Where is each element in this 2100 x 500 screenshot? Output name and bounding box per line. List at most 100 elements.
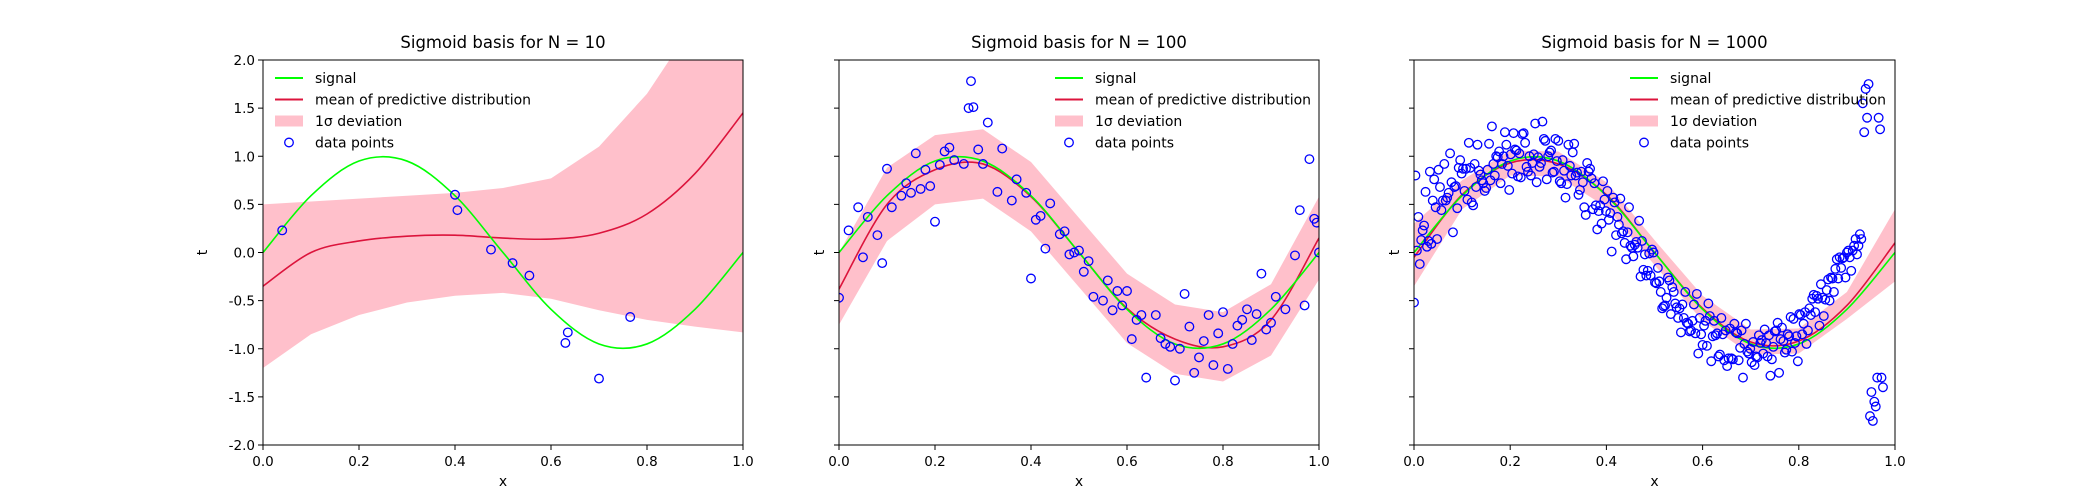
data-point xyxy=(1208,360,1219,371)
data-point xyxy=(1098,295,1108,306)
legend-band-swatch xyxy=(1055,115,1083,127)
data-point xyxy=(1520,137,1531,148)
y-tick-label: -2.0 xyxy=(229,438,255,454)
data-point xyxy=(882,163,892,174)
data-point xyxy=(1495,178,1506,189)
data-point xyxy=(1021,187,1032,198)
data-point xyxy=(1515,172,1526,183)
chart-panel-2: 0.0 0.2 0.4 0.6 0.8 1.0 Sigmoid basis for N = … xyxy=(812,33,1330,490)
data-point xyxy=(1572,167,1583,178)
data-point xyxy=(1026,273,1036,284)
data-point xyxy=(1890,0,1899,4)
data-point xyxy=(1638,264,1649,275)
data-point xyxy=(1563,139,1574,150)
data-point xyxy=(1857,98,1868,109)
x-tick-label: 1.0 xyxy=(732,454,753,470)
data-point xyxy=(1784,331,1795,342)
data-point xyxy=(1112,286,1123,296)
data-point xyxy=(1184,321,1195,332)
x-axis-label: x xyxy=(1650,474,1658,490)
data-point xyxy=(1074,245,1084,256)
data-point xyxy=(1136,310,1147,321)
legend-label: 1σ deviation xyxy=(315,114,402,130)
data-point xyxy=(594,373,604,384)
data-point xyxy=(1251,309,1262,320)
data-point xyxy=(853,202,864,213)
legend-label: data points xyxy=(1095,136,1174,152)
data-point xyxy=(1414,297,1419,308)
x-tick-label: 0.0 xyxy=(1403,454,1424,470)
legend-label: 1σ deviation xyxy=(1095,114,1182,130)
data-point xyxy=(1468,200,1479,211)
data-point xyxy=(1482,0,1491,4)
data-point xyxy=(1430,202,1441,213)
data-point xyxy=(1650,277,1660,288)
data-points xyxy=(1414,0,1899,426)
data-point xyxy=(1453,162,1464,173)
data-point xyxy=(1538,133,1549,144)
data-point xyxy=(973,144,984,155)
data-point xyxy=(997,143,1008,154)
data-point xyxy=(1160,338,1171,349)
legend: signal mean of predictive distribution 1σ … xyxy=(1630,71,1886,152)
x-tick-label: 0.6 xyxy=(540,454,561,470)
data-point xyxy=(1469,158,1480,169)
data-point xyxy=(1882,0,1891,4)
data-point xyxy=(1439,158,1450,169)
data-point xyxy=(1738,372,1748,383)
data-point xyxy=(1819,0,1828,4)
data-point xyxy=(1840,272,1851,283)
data-point xyxy=(1489,170,1500,181)
data-point xyxy=(1761,0,1770,4)
x-tick-label: 0.0 xyxy=(252,454,273,470)
data-point xyxy=(1651,278,1662,289)
data-point xyxy=(915,184,926,194)
chart-title: Sigmoid basis for N = 10 xyxy=(400,33,605,52)
data-point xyxy=(1693,348,1704,359)
data-point xyxy=(524,270,535,281)
data-point xyxy=(1553,135,1564,146)
data-point xyxy=(1126,334,1137,345)
data-point xyxy=(1449,182,1460,193)
data-point xyxy=(1774,367,1785,378)
data-point xyxy=(1690,328,1701,339)
data-point xyxy=(1448,227,1458,238)
data-point xyxy=(1684,326,1695,337)
data-point xyxy=(1416,235,1427,245)
data-point xyxy=(1794,309,1805,320)
y-axis-label: t xyxy=(195,249,211,255)
data-point xyxy=(1530,0,1539,4)
data-point xyxy=(1550,133,1561,144)
data-point xyxy=(486,244,496,255)
data-point xyxy=(1011,174,1022,185)
chart-title: Sigmoid basis for N = 100 xyxy=(971,33,1187,52)
data-point xyxy=(1657,303,1668,314)
data-point xyxy=(1562,179,1572,190)
data-point xyxy=(1843,245,1854,256)
data-point xyxy=(1203,310,1214,321)
data-point xyxy=(1631,236,1642,247)
data-point xyxy=(1573,189,1584,200)
data-point xyxy=(1878,382,1888,393)
data-point xyxy=(1222,364,1233,374)
legend-band-swatch xyxy=(1630,115,1658,127)
data-point xyxy=(1818,311,1829,321)
data-point xyxy=(1775,334,1786,345)
data-point xyxy=(1246,335,1257,346)
data-point xyxy=(1603,214,1614,225)
data-point xyxy=(452,205,463,216)
data-point xyxy=(1637,235,1647,246)
y-tick-label: 1.5 xyxy=(234,101,255,117)
data-point xyxy=(1452,203,1463,214)
y-axis-label: t xyxy=(812,249,828,255)
data-point xyxy=(1544,0,1553,4)
data-point xyxy=(1642,265,1653,276)
x-tick-label: 0.8 xyxy=(636,454,657,470)
data-point xyxy=(982,117,993,128)
data-point xyxy=(1795,0,1804,4)
data-point xyxy=(1680,287,1691,297)
mean-line xyxy=(263,112,743,287)
data-point xyxy=(1706,356,1717,367)
legend-points-swatch xyxy=(1064,137,1074,148)
data-point xyxy=(1458,163,1469,174)
